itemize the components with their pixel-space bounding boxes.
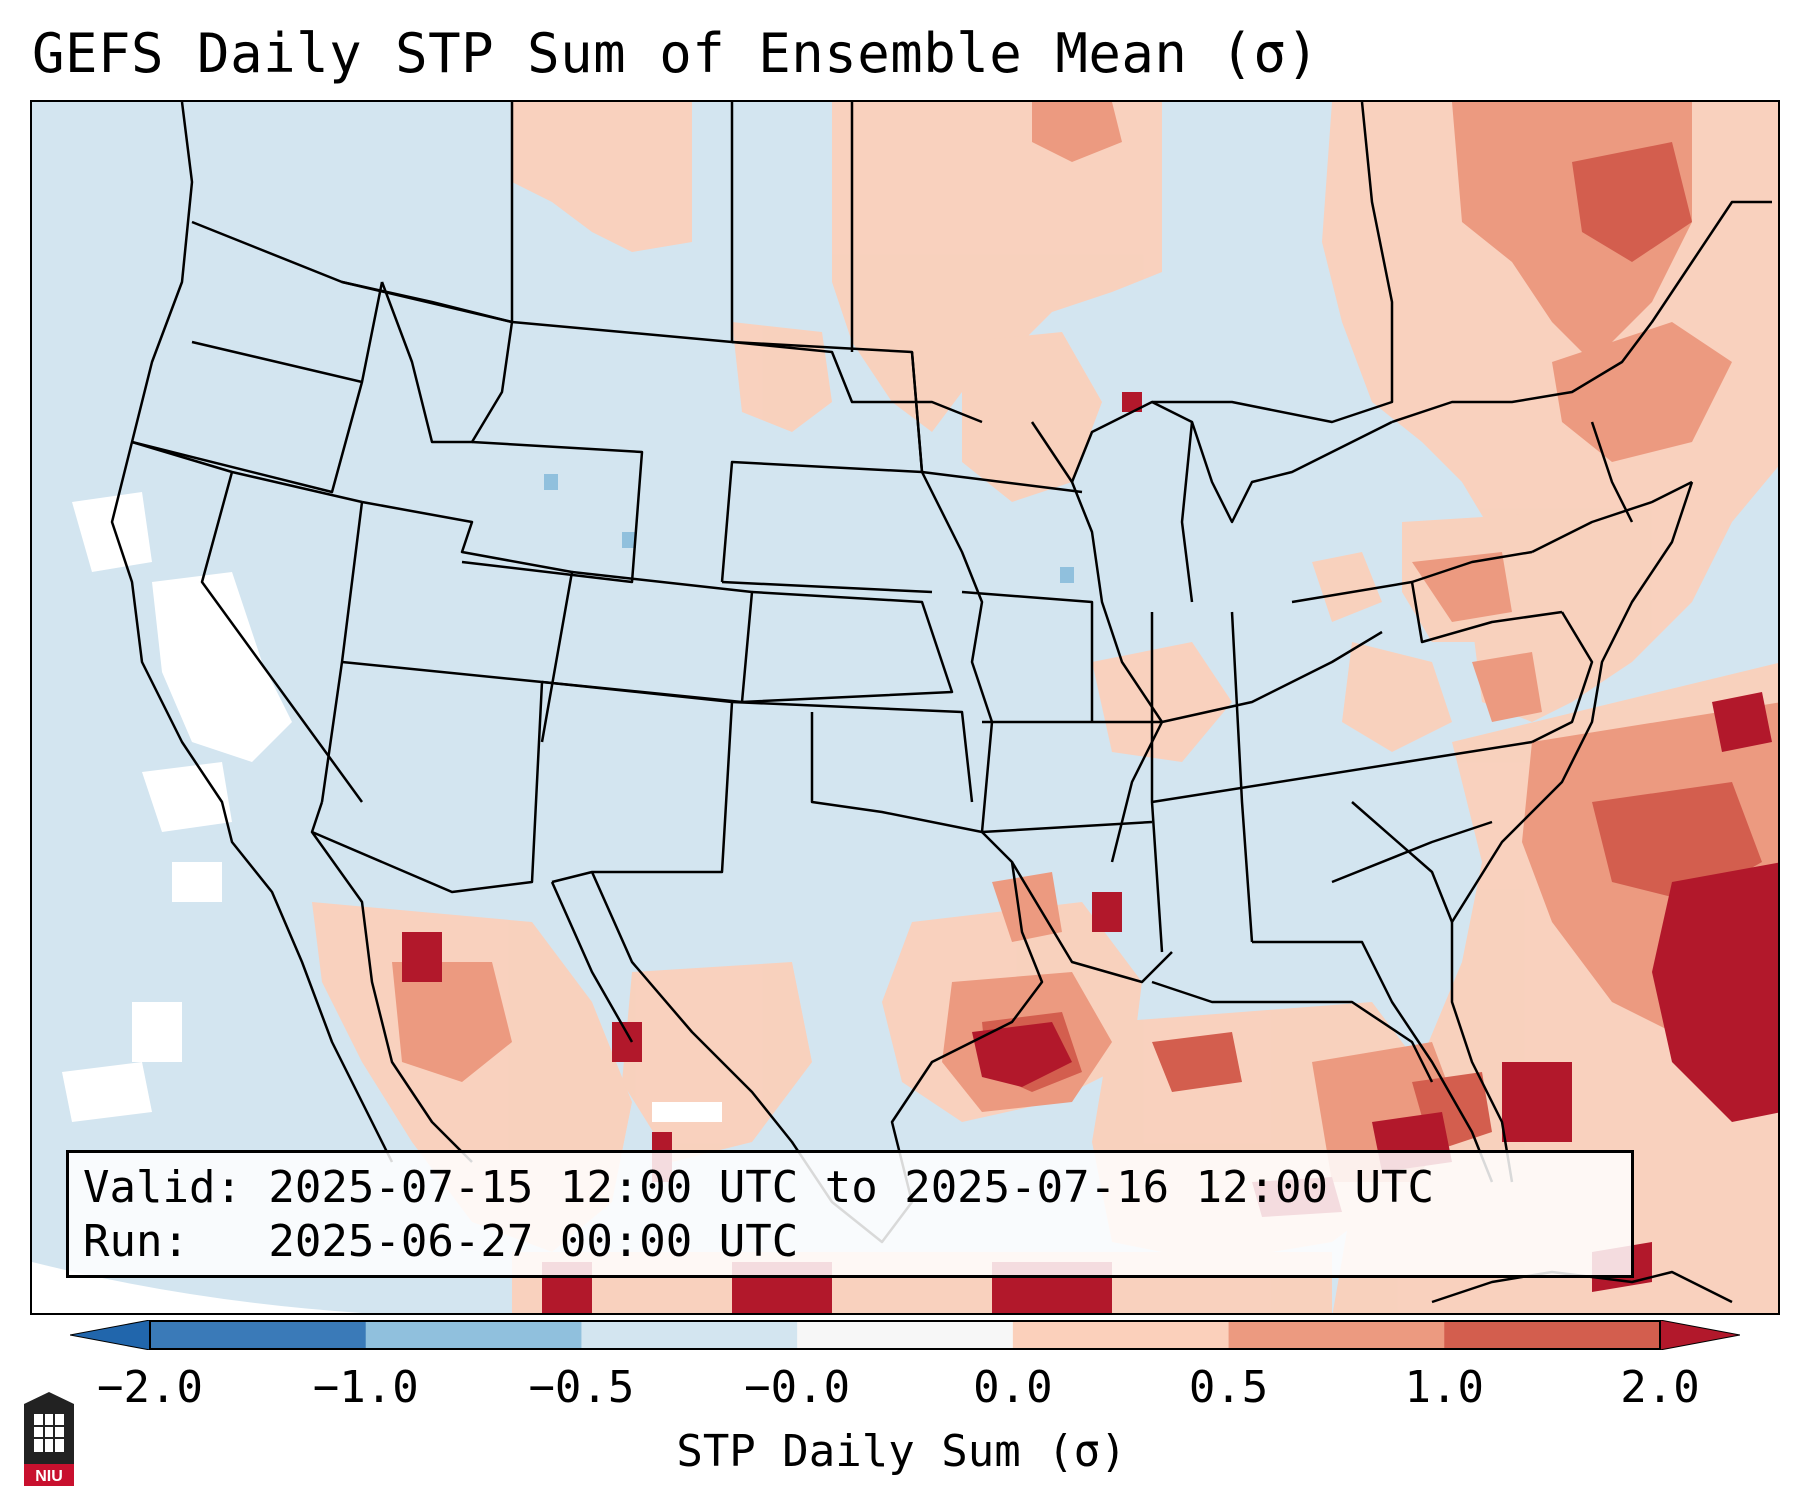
colorbar-segments (150, 1321, 1661, 1349)
colorbar-segment (150, 1321, 367, 1349)
colorbar-tick-label: 2.0 (1620, 1362, 1700, 1413)
valid-time-text: Valid: 2025-07-15 12:00 UTC to 2025-07-1… (83, 1162, 1435, 1213)
projection-edge-area (32, 1262, 363, 1313)
colorbar-label: STP Daily Sum (σ) (676, 1426, 1127, 1477)
colorbar-extend-min (70, 1320, 151, 1350)
colorbar (70, 1320, 1740, 1350)
colorbar-tick-label: 0.0 (973, 1362, 1053, 1413)
colorbar-segment (365, 1321, 582, 1349)
colorbar-tick-label: −0.5 (528, 1362, 635, 1413)
state-borders (110, 102, 1772, 1304)
colorbar-tick-label: −0.0 (744, 1362, 851, 1413)
valid-run-info-box: Valid: 2025-07-15 12:00 UTC to 2025-07-1… (66, 1150, 1634, 1278)
chart-title: GEFS Daily STP Sum of Ensemble Mean (σ) (32, 22, 1320, 85)
colorbar-extend-max (1659, 1320, 1740, 1350)
run-time-text: Run: 2025-06-27 00:00 UTC (83, 1216, 799, 1267)
anomaly-negative-regions (544, 474, 1074, 583)
colorbar-tick-label: 0.5 (1188, 1362, 1269, 1413)
map-panel (30, 100, 1780, 1315)
colorbar-segment (797, 1321, 1014, 1349)
colorbar-tick-label: −2.0 (97, 1362, 203, 1413)
niu-logo-text: NIU (35, 1468, 63, 1485)
colorbar-segment (581, 1321, 798, 1349)
niu-logo: NIU (24, 1392, 74, 1486)
colorbar-segment (1444, 1321, 1661, 1349)
map-canvas (32, 102, 1778, 1313)
colorbar-tick-label: 1.0 (1404, 1362, 1485, 1413)
colorbar-segment (1228, 1321, 1445, 1349)
colorbar-segment (1012, 1321, 1230, 1349)
missing-data-areas (62, 492, 722, 1122)
colorbar-tick-label: −1.0 (312, 1362, 419, 1413)
